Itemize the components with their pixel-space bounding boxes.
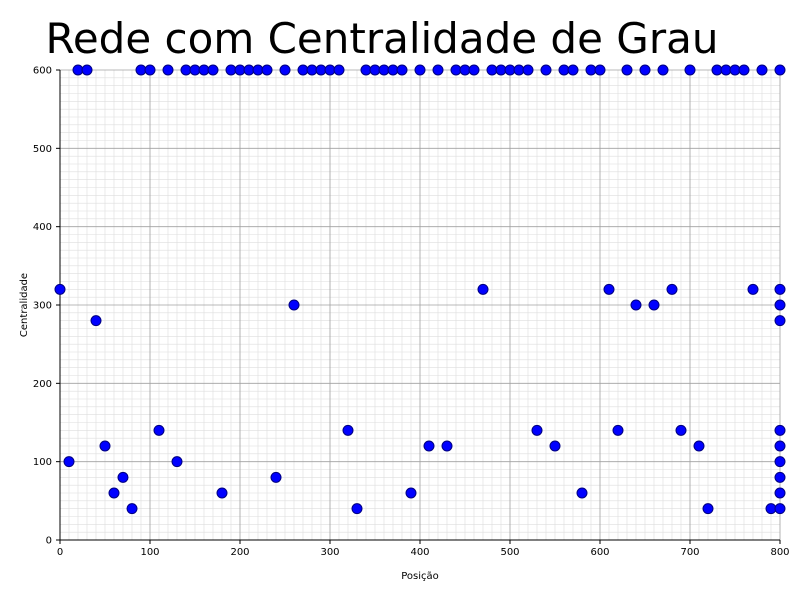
data-point — [405, 487, 417, 499]
data-point — [774, 283, 786, 295]
data-point — [612, 424, 624, 436]
data-point — [648, 299, 660, 311]
data-point — [594, 64, 606, 76]
data-point — [171, 456, 183, 468]
data-point — [522, 64, 534, 76]
data-point — [333, 64, 345, 76]
x-tick-label: 0 — [57, 547, 63, 558]
data-points — [54, 64, 786, 515]
y-axis-ticks: 0 100 200 300 400 500 600 — [33, 66, 60, 547]
x-axis-label: Posição — [401, 571, 439, 582]
data-point — [702, 503, 714, 515]
data-point — [477, 283, 489, 295]
data-point — [774, 487, 786, 499]
data-point — [567, 64, 579, 76]
y-tick-label: 200 — [33, 379, 52, 390]
data-point — [675, 424, 687, 436]
data-point — [423, 440, 435, 452]
data-point — [54, 283, 66, 295]
data-point — [153, 424, 165, 436]
data-point — [261, 64, 273, 76]
x-tick-label: 400 — [410, 547, 429, 558]
data-point — [351, 503, 363, 515]
data-point — [774, 440, 786, 452]
y-tick-label: 500 — [33, 144, 52, 155]
data-point — [657, 64, 669, 76]
data-point — [549, 440, 561, 452]
data-point — [432, 64, 444, 76]
y-tick-label: 600 — [33, 66, 52, 77]
data-point — [630, 299, 642, 311]
y-tick-label: 400 — [33, 222, 52, 233]
y-tick-label: 300 — [33, 301, 52, 312]
data-point — [756, 64, 768, 76]
data-point — [162, 64, 174, 76]
data-point — [774, 315, 786, 327]
x-axis-ticks: 0 100 200 300 400 500 600 700 800 — [57, 540, 790, 558]
x-tick-label: 100 — [140, 547, 159, 558]
data-point — [531, 424, 543, 436]
data-point — [441, 440, 453, 452]
data-point — [540, 64, 552, 76]
data-point — [576, 487, 588, 499]
data-point — [126, 503, 138, 515]
data-point — [144, 64, 156, 76]
data-point — [621, 64, 633, 76]
data-point — [738, 64, 750, 76]
data-point — [90, 315, 102, 327]
x-tick-label: 600 — [590, 547, 609, 558]
data-point — [666, 283, 678, 295]
data-point — [396, 64, 408, 76]
data-point — [468, 64, 480, 76]
x-tick-label: 500 — [500, 547, 519, 558]
data-point — [270, 471, 282, 483]
data-point — [108, 487, 120, 499]
data-point — [414, 64, 426, 76]
data-point — [774, 471, 786, 483]
data-point — [81, 64, 93, 76]
x-tick-label: 700 — [680, 547, 699, 558]
data-point — [684, 64, 696, 76]
data-point — [747, 283, 759, 295]
data-point — [216, 487, 228, 499]
data-point — [774, 456, 786, 468]
x-tick-label: 300 — [320, 547, 339, 558]
data-point — [207, 64, 219, 76]
y-axis-label: Centralidade — [19, 273, 30, 337]
data-point — [279, 64, 291, 76]
data-point — [774, 503, 786, 515]
chart-title: Rede com Centralidade de Grau — [45, 14, 719, 63]
data-point — [639, 64, 651, 76]
data-point — [342, 424, 354, 436]
y-tick-label: 0 — [46, 536, 52, 547]
x-tick-label: 200 — [230, 547, 249, 558]
data-point — [693, 440, 705, 452]
data-point — [117, 471, 129, 483]
data-point — [603, 283, 615, 295]
data-point — [63, 456, 75, 468]
x-tick-label: 800 — [770, 547, 789, 558]
data-point — [288, 299, 300, 311]
data-point — [774, 64, 786, 76]
data-point — [774, 299, 786, 311]
data-point — [99, 440, 111, 452]
y-tick-label: 100 — [33, 457, 52, 468]
data-point — [774, 424, 786, 436]
